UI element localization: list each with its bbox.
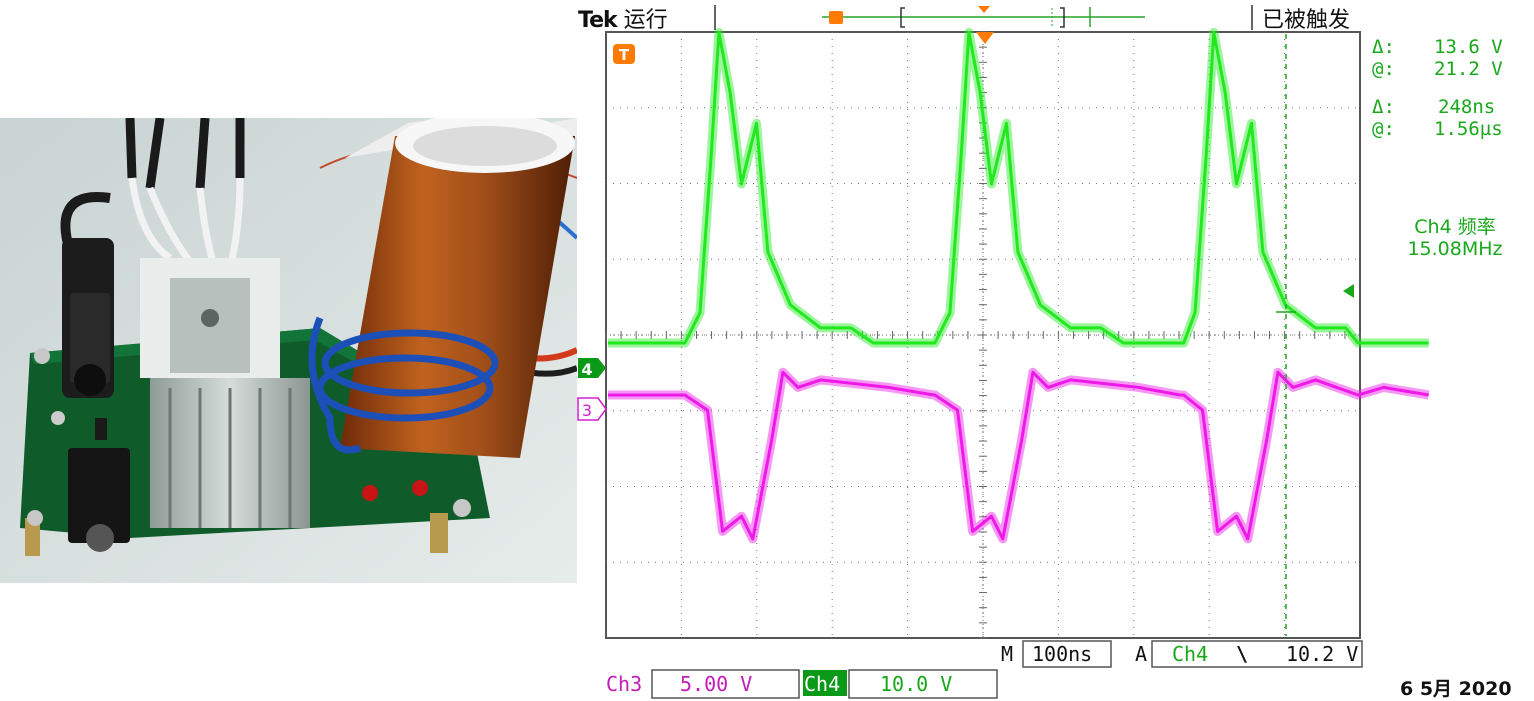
v-delta-label: Δ: [1372,36,1395,58]
ch3-scale: 5.00 V [680,672,753,696]
trigger-position-icon [976,32,994,44]
scope-title: Tek 运行 [578,2,668,34]
t-at-value: 1.56µs [1434,118,1503,140]
timebase-m-label: M [1001,642,1014,666]
ch4-scale: 10.0 V [880,672,953,696]
frequency-readout: Ch4 频率 15.08MHz [1380,216,1530,260]
t-at-label: @: [1372,118,1395,140]
t-delta-label: Δ: [1372,96,1395,118]
timeline-trigger-icon [829,11,843,24]
v-at-label: @: [1372,58,1395,80]
date-stamp: 6 5月 2020 [1400,678,1512,700]
ch3-trace [608,370,1429,541]
trigger-slope-icon: \ [1236,642,1249,666]
trigger-a-label: A [1135,642,1148,666]
ch4-marker-label: 4 [581,360,592,379]
trigger-level-value: 10.2 V [1286,642,1359,666]
v-at-value: 21.2 V [1434,58,1503,80]
ch4-marker: 4 [578,358,606,379]
trigger-status: 已被触发 [1262,8,1351,33]
tesla-coil-photo [0,118,577,583]
graticule [605,31,1361,639]
run-state: 运行 [623,8,668,33]
frequency-value: 15.08MHz [1407,238,1503,260]
trigger-marker-label: T [619,46,630,64]
waveform-traces [608,27,1430,544]
ch3-marker: 3 [577,397,607,421]
frequency-label: Ch4 频率 [1414,216,1496,238]
ch4-label: Ch4 [804,672,841,696]
trigger-level-icon [1343,284,1354,298]
t-delta-value: 248ns [1438,96,1496,118]
time-cursor-readout: Δ: 248ns @: 1.56µs [1372,96,1503,140]
ch3-marker-label: 3 [582,401,592,420]
voltage-cursor-readout: Δ: 13.6 V @: 21.2 V [1372,36,1503,80]
trigger-source: Ch4 [1172,642,1209,666]
v-delta-value: 13.6 V [1434,36,1503,58]
ch4-trace [608,30,1429,345]
brand-label: Tek [578,8,618,33]
trigger-marker: T [613,44,635,64]
ch3-label: Ch3 [606,672,643,696]
timebase-value: 100ns [1032,642,1093,666]
tesla-coil-photo-illustration [0,118,577,583]
